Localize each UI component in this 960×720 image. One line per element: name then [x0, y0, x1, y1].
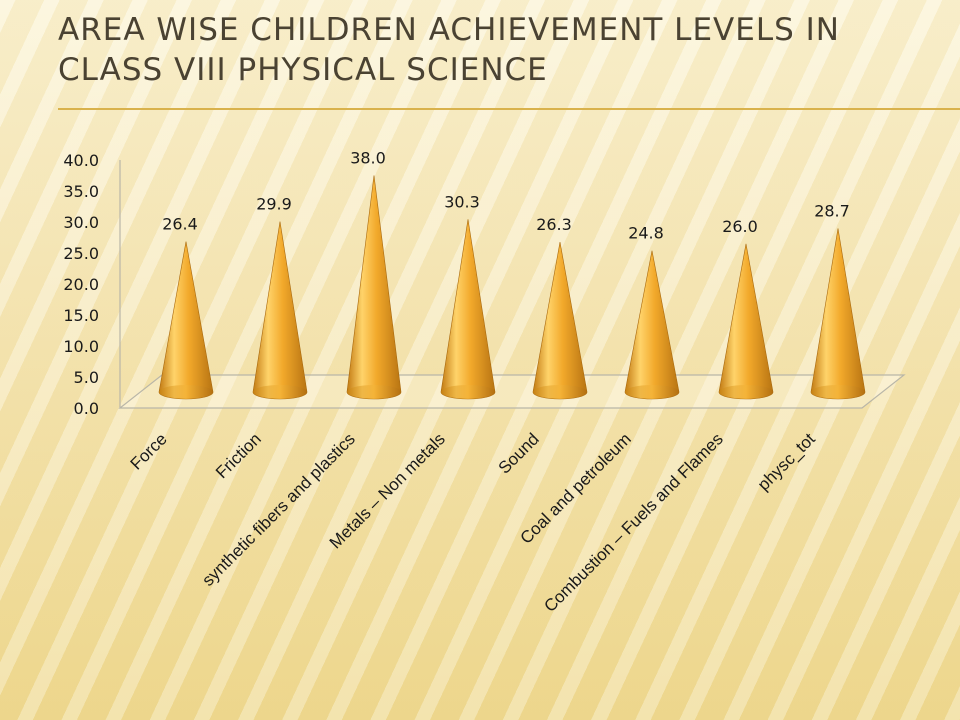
- cone-base: [347, 385, 401, 399]
- cone-base: [159, 385, 213, 399]
- x-tick-label: Sound: [495, 429, 543, 477]
- data-label: 26.0: [722, 217, 758, 236]
- data-label: 28.7: [814, 201, 850, 220]
- data-label: 24.8: [628, 224, 664, 243]
- data-label: 29.9: [256, 195, 292, 214]
- cone-bar: [718, 243, 774, 400]
- data-label: 38.0: [350, 148, 386, 167]
- x-tick-label: physc_tot: [754, 429, 819, 494]
- y-tick-label: 10.0: [63, 337, 99, 356]
- cone-bar: [810, 228, 866, 400]
- cone-bar: [158, 241, 214, 400]
- x-tick-label: synthetic fibers and plastics: [198, 429, 358, 589]
- cone-base: [811, 385, 865, 399]
- y-tick-label: 5.0: [74, 368, 99, 387]
- chart-floor: [118, 374, 906, 409]
- data-label: 26.4: [162, 215, 198, 234]
- page-title: AREA WISE CHILDREN ACHIEVEMENT LEVELS IN…: [58, 12, 840, 88]
- cone-base: [533, 385, 587, 399]
- cone-bar: [624, 250, 680, 400]
- x-tick-label: Force: [127, 429, 171, 473]
- cone-base: [253, 385, 307, 399]
- y-tick-label: 25.0: [63, 244, 99, 263]
- y-tick-label: 30.0: [63, 213, 99, 232]
- y-tick-label: 40.0: [63, 151, 99, 170]
- cone-base: [625, 385, 679, 399]
- cone-bar: [532, 242, 588, 400]
- title-underline: [58, 108, 960, 110]
- y-tick-label: 0.0: [74, 399, 99, 418]
- y-tick-label: 15.0: [63, 306, 99, 325]
- x-tick-label: Friction: [212, 429, 265, 482]
- cone-bar: [252, 221, 308, 400]
- cone-bar: [440, 219, 496, 400]
- cone-bar: [346, 175, 402, 400]
- y-tick-label: 35.0: [63, 182, 99, 201]
- data-label: 26.3: [536, 215, 572, 234]
- y-tick-label: 20.0: [63, 275, 99, 294]
- cone-base: [441, 385, 495, 399]
- data-label: 30.3: [444, 192, 480, 211]
- x-tick-label: Combustion – Fuels and Flames: [540, 429, 726, 615]
- cone-base: [719, 385, 773, 399]
